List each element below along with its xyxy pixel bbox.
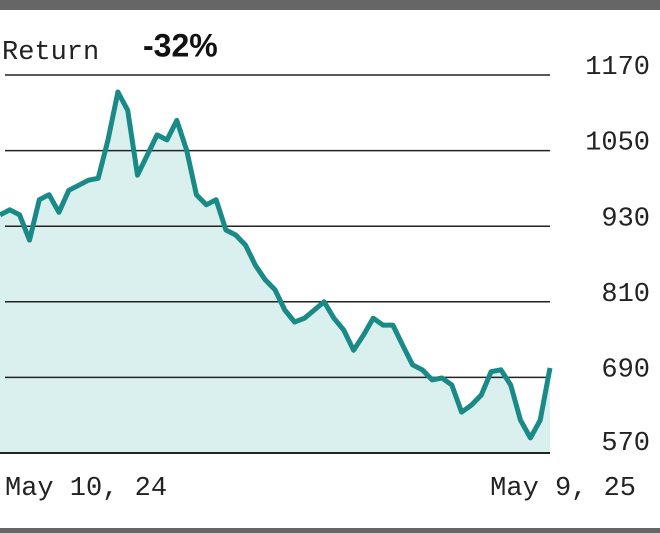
line — [0, 89, 553, 441]
y-tick-label: 1050 — [585, 129, 650, 159]
annotation: -32% — [143, 27, 218, 63]
chart-title: Return — [2, 38, 99, 68]
y-tick-label: 1170 — [585, 53, 650, 83]
bottom-bar — [0, 528, 660, 533]
x-tick-label: May 9, 25 — [490, 474, 636, 504]
area — [0, 92, 550, 453]
top-bar — [0, 0, 660, 10]
y-tick-label: 930 — [601, 204, 650, 234]
y-tick-label: 570 — [601, 429, 650, 459]
y-tick-label: 810 — [601, 280, 650, 310]
x-tick-label: May 10, 24 — [5, 474, 167, 504]
y-tick-label: 690 — [601, 356, 650, 386]
